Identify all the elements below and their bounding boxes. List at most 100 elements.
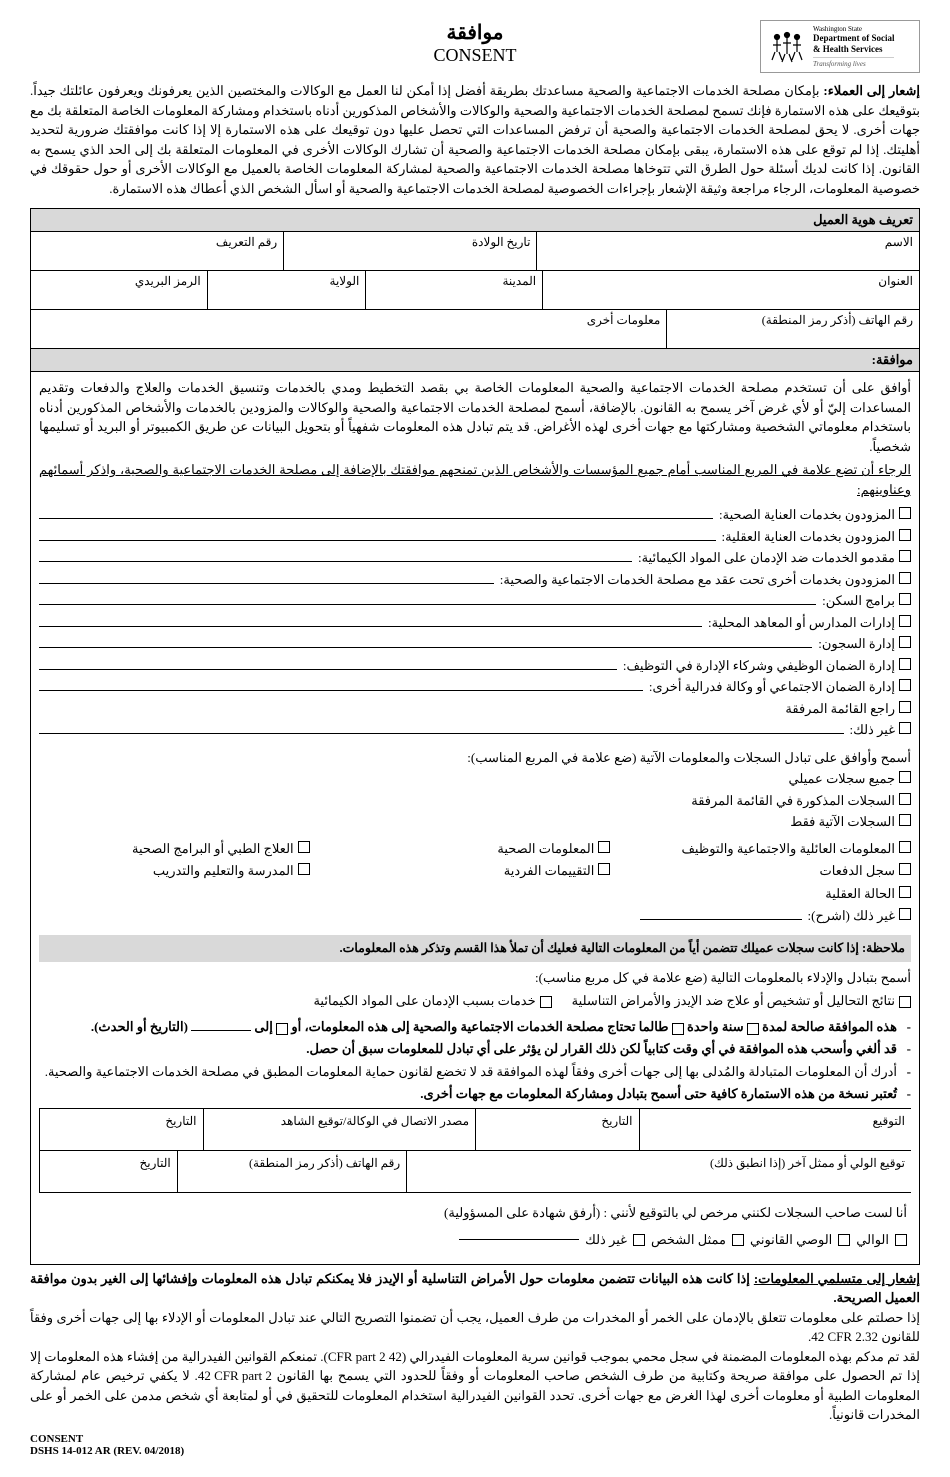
bullet-understand: أدرك أن المعلومات المتبادلة والمُدلى بها… xyxy=(39,1062,911,1082)
field-dob[interactable]: تاريخ الولادة xyxy=(283,232,536,270)
auth-other-input[interactable] xyxy=(459,1239,579,1240)
provider-checkbox[interactable] xyxy=(899,615,911,627)
consent-paragraph-2: الرجاء أن تضع علامة في المربع المناسب أم… xyxy=(39,460,911,499)
provider-row: برامج السكن: xyxy=(39,591,911,611)
auth-checkbox-rep[interactable] xyxy=(732,1234,744,1246)
provider-checkbox[interactable] xyxy=(899,529,911,541)
records-checkbox-only[interactable] xyxy=(899,814,911,826)
recipients-header: إشعار إلى متسلمي المعلومات: xyxy=(754,1271,920,1286)
footer-line-2: DSHS 14-012 AR (REV. 04/2018) xyxy=(30,1445,920,1457)
identity-row-2: العنوان المدينة الولاية الرمز البريدي xyxy=(30,271,920,310)
notice-body: بإمكان مصلحة الخدمات الاجتماعية والصحية … xyxy=(30,83,920,196)
record-type-checkbox[interactable] xyxy=(298,863,310,875)
record-type-checkbox[interactable] xyxy=(598,841,610,853)
records-checkbox-all[interactable] xyxy=(899,771,911,783)
provider-row: المزودون بخدمات العناية العقلية: xyxy=(39,527,911,547)
records-section: أسمح وأوافق على تبادل السجلات والمعلومات… xyxy=(39,748,911,929)
signature-row-2: توقيع الولي أو ممثل آخر (إذا انطبق ذلك) … xyxy=(39,1151,911,1193)
provider-row: إدارة الضمان الاجتماعي أو وكالة فدرالية … xyxy=(39,677,911,697)
logo-state: Washington State xyxy=(813,25,894,33)
provider-checkbox[interactable] xyxy=(899,636,911,648)
field-id-number[interactable]: رقم التعريف xyxy=(31,232,283,270)
record-types-columns: المعلومات العائلية والاجتماعية والتوظيف … xyxy=(39,836,911,929)
records-intro: أسمح وأوافق على تبادل السجلات والمعلومات… xyxy=(39,748,911,768)
consent-section-bar: موافقة: xyxy=(30,349,920,372)
field-guardian-phone[interactable]: رقم الهاتف (أذكر رمز المنطقة) xyxy=(177,1151,406,1193)
record-type-checkbox[interactable] xyxy=(899,863,911,875)
title-block: موافقة CONSENT xyxy=(190,20,760,66)
identity-section-bar: تعريف هوية العميل xyxy=(30,208,920,232)
field-city[interactable]: المدينة xyxy=(365,271,542,309)
bullet-copy: تُعتبر نسخة من هذه الاستمارة كافية حتى أ… xyxy=(39,1084,911,1104)
records-checkbox-attached[interactable] xyxy=(899,793,911,805)
agency-logo-icon xyxy=(767,27,807,67)
field-address[interactable]: العنوان xyxy=(542,271,919,309)
validity-checkbox-until[interactable] xyxy=(276,1023,288,1035)
bullet-validity: هذه الموافقة صالحة لمدة سنة واحدة طالما … xyxy=(39,1017,911,1037)
consent-paragraph-1: أوافق على أن تستخدم مصلحة الخدمات الاجتم… xyxy=(39,378,911,456)
auth-checkbox-parent[interactable] xyxy=(895,1234,907,1246)
record-type-checkbox[interactable] xyxy=(899,908,911,920)
logo-dept1: Department of Social xyxy=(813,33,894,44)
provider-checkbox[interactable] xyxy=(899,507,911,519)
terms-bullets: هذه الموافقة صالحة لمدة سنة واحدة طالما … xyxy=(39,1017,911,1104)
provider-checkbox[interactable] xyxy=(899,550,911,562)
record-type-checkbox[interactable] xyxy=(899,886,911,898)
logo-dept2: & Health Services xyxy=(813,44,894,55)
provider-row: المزودون بخدمات أخرى تحت عقد مع مصلحة ال… xyxy=(39,570,911,590)
provider-checkbox[interactable] xyxy=(899,658,911,670)
record-type-checkbox[interactable] xyxy=(298,841,310,853)
record-type-checkbox[interactable] xyxy=(899,841,911,853)
title-english: CONSENT xyxy=(190,45,760,66)
permit-intro: أسمح بتبادل والإدلاء بالمعلومات التالية … xyxy=(39,968,911,988)
permit-checkbox-chemical[interactable] xyxy=(540,996,552,1008)
provider-row: إدارة الضمان الوظيفي وشركاء الإدارة في ا… xyxy=(39,656,911,676)
provider-row: المزودون بخدمات العناية الصحية: xyxy=(39,505,911,525)
footer-line-1: CONSENT xyxy=(30,1433,920,1445)
bullet-cancel: قد ألغي وأسحب هذه الموافقة في أي وقت كتا… xyxy=(39,1039,911,1059)
provider-checkbox[interactable] xyxy=(899,701,911,713)
field-state[interactable]: الولاية xyxy=(207,271,366,309)
validity-until-input[interactable] xyxy=(191,1030,251,1031)
title-arabic: موافقة xyxy=(190,20,760,45)
provider-row: إدارات المدارس أو المعاهد المحلية: xyxy=(39,613,911,633)
recipients-notice: إشعار إلى متسلمي المعلومات: إذا كانت هذه… xyxy=(30,1269,920,1425)
consent-box: أوافق على أن تستخدم مصلحة الخدمات الاجتم… xyxy=(30,372,920,1264)
field-date-3[interactable]: التاريخ xyxy=(39,1151,177,1193)
notice-label: إشعار إلى العملاء: xyxy=(823,83,920,98)
header: Washington State Department of Social & … xyxy=(30,20,920,73)
form-footer: CONSENT DSHS 14-012 AR (REV. 04/2018) xyxy=(30,1433,920,1457)
field-phone[interactable]: رقم الهاتف (أذكر رمز المنطقة) xyxy=(666,310,919,348)
auth-checkbox-guardian[interactable] xyxy=(838,1234,850,1246)
field-date[interactable]: التاريخ xyxy=(475,1109,639,1151)
record-type-checkbox[interactable] xyxy=(598,863,610,875)
permit-checkbox-hiv[interactable] xyxy=(899,996,911,1008)
field-guardian-signature[interactable]: توقيع الولي أو ممثل آخر (إذا انطبق ذلك) xyxy=(406,1151,911,1193)
provider-row: إدارة السجون: xyxy=(39,634,911,654)
provider-row: مقدمو الخدمات ضد الإدمان على المواد الكي… xyxy=(39,548,911,568)
provider-checkbox[interactable] xyxy=(899,593,911,605)
field-other-identity[interactable]: معلومات أخرى xyxy=(31,310,666,348)
provider-row: راجع القائمة المرفقة xyxy=(39,699,911,719)
field-name[interactable]: الاسم xyxy=(536,232,919,270)
provider-row: غير ذلك: xyxy=(39,720,911,740)
providers-list: المزودون بخدمات العناية الصحية: المزودون… xyxy=(39,505,911,740)
field-witness[interactable]: مصدر الاتصال في الوكالة/توقيع الشاهد xyxy=(203,1109,476,1151)
validity-checkbox-year[interactable] xyxy=(747,1023,759,1035)
client-notice: إشعار إلى العملاء: بإمكان مصلحة الخدمات … xyxy=(30,81,920,198)
provider-checkbox[interactable] xyxy=(899,572,911,584)
provider-checkbox[interactable] xyxy=(899,679,911,691)
authorization-line: أنا لست صاحب السجلات لكنني مرخص لي بالتو… xyxy=(39,1193,911,1231)
validity-checkbox-need[interactable] xyxy=(672,1023,684,1035)
identity-row-1: الاسم تاريخ الولادة رقم التعريف xyxy=(30,232,920,271)
auth-checkbox-other[interactable] xyxy=(633,1234,645,1246)
field-date-2[interactable]: التاريخ xyxy=(39,1109,203,1151)
provider-checkbox[interactable] xyxy=(899,722,911,734)
note-box: ملاحظة: إذا كانت سجلات عميلك تتضمن أياً … xyxy=(39,935,911,962)
identity-row-3: رقم الهاتف (أذكر رمز المنطقة) معلومات أخ… xyxy=(30,310,920,349)
agency-logo-block: Washington State Department of Social & … xyxy=(760,20,920,73)
logo-tagline: Transforming lives xyxy=(813,57,894,68)
field-zip[interactable]: الرمز البريدي xyxy=(31,271,207,309)
signature-row-1: التوقيع التاريخ مصدر الاتصال في الوكالة/… xyxy=(39,1108,911,1151)
field-signature[interactable]: التوقيع xyxy=(639,1109,912,1151)
